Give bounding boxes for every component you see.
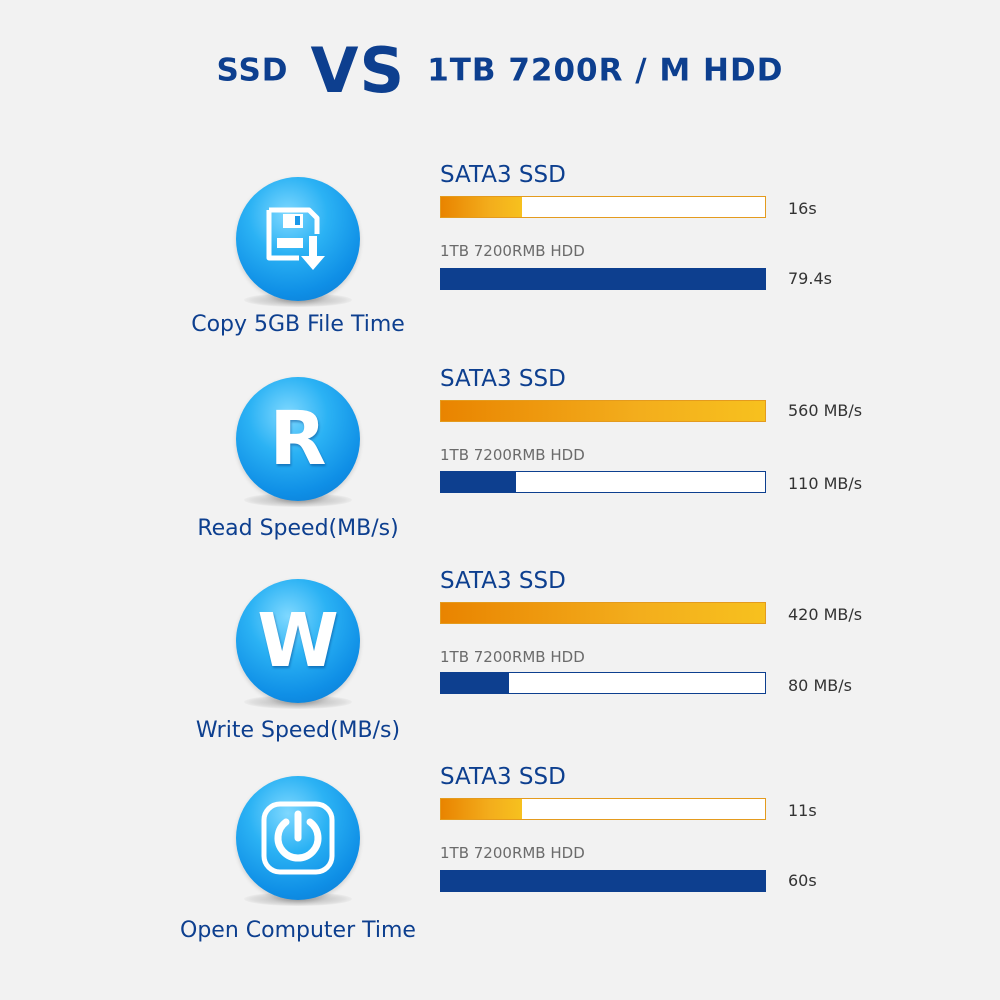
hdd-bar-fill [441, 673, 510, 693]
ssd-series-label: SATA3 SSD [440, 162, 566, 188]
hdd-bar-fill [441, 269, 765, 289]
comparison-read-speed: R Read Speed(MB/s) SATA3 SSD 560 MB/s 1T… [0, 364, 1000, 564]
hdd-bar [440, 268, 766, 290]
metric-label: Copy 5GB File Time [191, 312, 405, 337]
hdd-bar-fill [441, 472, 516, 492]
icon-holder [236, 776, 360, 916]
icon-holder: R [236, 377, 360, 517]
hdd-series-label: 1TB 7200RMB HDD [440, 844, 585, 862]
comparison-copy-time: Copy 5GB File Time SATA3 SSD 16s 1TB 720… [0, 160, 1000, 360]
hdd-series-label: 1TB 7200RMB HDD [440, 242, 585, 260]
ssd-series-label: SATA3 SSD [440, 568, 566, 594]
ssd-series-label: SATA3 SSD [440, 366, 566, 392]
ssd-bar-fill [441, 799, 522, 819]
ssd-bar [440, 602, 766, 624]
ssd-bar-fill [441, 197, 522, 217]
title-vs: VS [310, 34, 406, 107]
hdd-value: 110 MB/s [788, 474, 863, 493]
hdd-bar-fill [441, 871, 765, 891]
hdd-bar [440, 870, 766, 892]
title-hdd: 1TB 7200R / M HDD [427, 52, 784, 89]
metric-label: Open Computer Time [180, 918, 416, 943]
letter-w-icon: W [236, 579, 360, 703]
hdd-bar [440, 471, 766, 493]
hdd-series-label: 1TB 7200RMB HDD [440, 446, 585, 464]
metric-label: Write Speed(MB/s) [195, 718, 401, 743]
comparison-write-speed: W Write Speed(MB/s) SATA3 SSD 420 MB/s 1… [0, 566, 1000, 766]
title-ssd: SSD [216, 52, 289, 89]
ssd-bar [440, 196, 766, 218]
ssd-bar-fill [441, 401, 765, 421]
ssd-bar [440, 798, 766, 820]
ssd-value: 560 MB/s [788, 401, 863, 420]
hdd-series-label: 1TB 7200RMB HDD [440, 648, 585, 666]
ssd-value: 16s [788, 199, 817, 218]
hdd-value: 60s [788, 871, 817, 890]
page-title: SSD VS 1TB 7200R / M HDD [0, 34, 1000, 107]
metric-label: Read Speed(MB/s) [197, 516, 399, 541]
ssd-series-label: SATA3 SSD [440, 764, 566, 790]
ssd-bar [440, 400, 766, 422]
hdd-value: 80 MB/s [788, 676, 852, 695]
ssd-value: 420 MB/s [788, 605, 863, 624]
letter-r-icon: R [236, 377, 360, 501]
ssd-bar-fill [441, 603, 765, 623]
ssd-value: 11s [788, 801, 817, 820]
power-icon [236, 776, 360, 900]
icon-holder: W [236, 579, 360, 719]
floppy-download-icon [236, 177, 360, 301]
comparison-boot-time: Open Computer Time SATA3 SSD 11s 1TB 720… [0, 762, 1000, 962]
icon-holder [236, 177, 360, 317]
hdd-bar [440, 672, 766, 694]
hdd-value: 79.4s [788, 269, 832, 288]
